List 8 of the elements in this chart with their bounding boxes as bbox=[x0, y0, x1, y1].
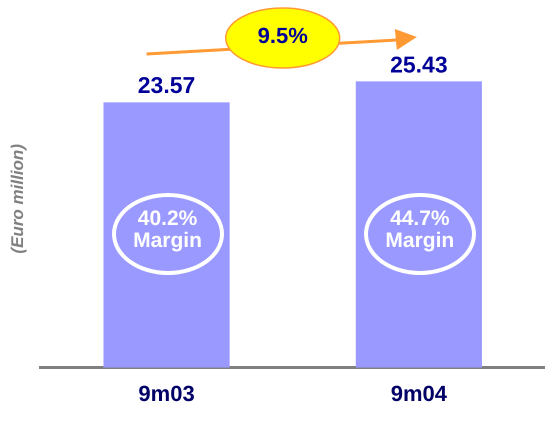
text: 9.5% bbox=[256, 23, 309, 48]
y-axis-title: (Euro million) bbox=[8, 144, 27, 254]
x-tick-label: 9m04 bbox=[390, 380, 448, 406]
annotation: 44.7% Margin bbox=[384, 206, 456, 252]
x-tick-label: 9m03 bbox=[138, 380, 195, 406]
data-label: 23.57 bbox=[138, 72, 196, 98]
annotation: 40.2% Margin bbox=[132, 206, 203, 252]
data-label: 25.43 bbox=[390, 51, 448, 78]
